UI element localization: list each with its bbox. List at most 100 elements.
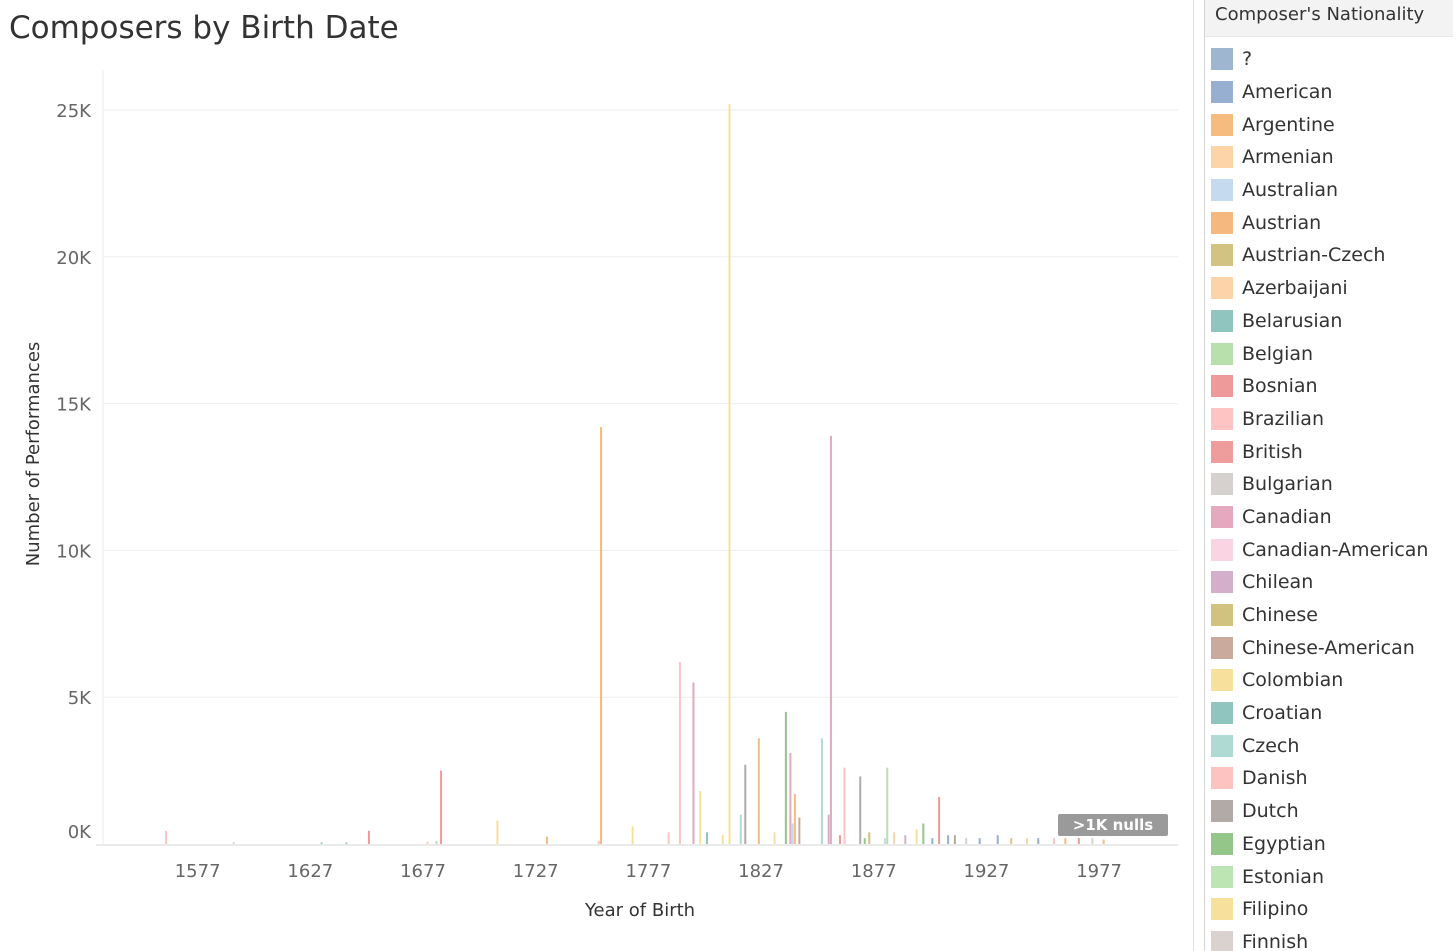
bar[interactable] xyxy=(692,682,695,844)
bar[interactable] xyxy=(773,832,776,844)
bar[interactable] xyxy=(728,104,731,845)
bar[interactable] xyxy=(744,764,747,844)
legend-item[interactable]: Canadian-American xyxy=(1205,533,1453,566)
bar[interactable] xyxy=(739,814,742,844)
bar[interactable] xyxy=(868,832,871,844)
bar[interactable] xyxy=(426,841,429,844)
bar[interactable] xyxy=(793,794,796,844)
legend-label: Danish xyxy=(1242,767,1308,790)
bar[interactable] xyxy=(829,435,832,844)
legend-label: Colombian xyxy=(1242,669,1344,692)
bar[interactable] xyxy=(631,826,634,844)
legend-item[interactable]: Brazilian xyxy=(1205,403,1453,436)
legend-item[interactable]: Estonian xyxy=(1205,860,1453,893)
bar[interactable] xyxy=(1010,838,1013,844)
legend-item[interactable]: Canadian xyxy=(1205,501,1453,534)
bar[interactable] xyxy=(884,838,887,844)
bar[interactable] xyxy=(784,711,787,844)
legend-item[interactable]: Chilean xyxy=(1205,566,1453,599)
bar[interactable] xyxy=(947,835,950,844)
bar[interactable] xyxy=(320,842,323,844)
legend-item[interactable]: British xyxy=(1205,435,1453,468)
bar[interactable] xyxy=(1077,838,1080,844)
x-tick-label: 1977 xyxy=(1076,861,1122,882)
bar[interactable] xyxy=(938,797,941,844)
bar[interactable] xyxy=(978,838,981,844)
bar[interactable] xyxy=(931,838,934,844)
bar[interactable] xyxy=(757,738,760,844)
bar[interactable] xyxy=(791,823,794,844)
legend-item[interactable]: Austrian xyxy=(1205,206,1453,239)
bar[interactable] xyxy=(721,835,724,844)
legend-item[interactable]: Colombian xyxy=(1205,664,1453,697)
bar[interactable] xyxy=(789,752,792,844)
bar[interactable] xyxy=(886,767,889,844)
panel-divider xyxy=(1193,0,1194,951)
legend-item[interactable]: ? xyxy=(1205,43,1453,76)
legend-item[interactable]: Dutch xyxy=(1205,795,1453,828)
legend-item[interactable]: American xyxy=(1205,76,1453,109)
bar[interactable] xyxy=(678,661,681,844)
bar[interactable] xyxy=(367,830,370,844)
legend-item[interactable]: Argentine xyxy=(1205,108,1453,141)
legend-item[interactable]: Austrian-Czech xyxy=(1205,239,1453,272)
bar[interactable] xyxy=(820,738,823,844)
legend-item[interactable]: Croatian xyxy=(1205,697,1453,730)
bar[interactable] xyxy=(1102,839,1105,844)
null-values-badge[interactable]: >1K nulls xyxy=(1058,814,1168,836)
bar[interactable] xyxy=(699,791,702,844)
bar[interactable] xyxy=(597,841,600,844)
bar[interactable] xyxy=(1053,838,1056,844)
legend-item[interactable]: Chinese-American xyxy=(1205,631,1453,664)
bar[interactable] xyxy=(915,829,918,844)
legend-item[interactable]: Czech xyxy=(1205,729,1453,762)
bar[interactable] xyxy=(1091,838,1094,844)
bar[interactable] xyxy=(859,776,862,844)
bar[interactable] xyxy=(232,842,235,844)
legend-item[interactable]: Belgian xyxy=(1205,337,1453,370)
legend-item[interactable]: Belarusian xyxy=(1205,305,1453,338)
bar[interactable] xyxy=(996,835,999,844)
legend-item[interactable]: Australian xyxy=(1205,174,1453,207)
bar[interactable] xyxy=(667,832,670,844)
bar[interactable] xyxy=(600,427,603,844)
legend-label: Australian xyxy=(1242,179,1339,202)
bar[interactable] xyxy=(904,835,907,844)
legend-item[interactable]: Azerbaijani xyxy=(1205,272,1453,305)
legend-label: Austrian xyxy=(1242,211,1322,234)
bar[interactable] xyxy=(893,832,896,844)
y-tick-label: 0K xyxy=(68,822,92,843)
bar-chart: 0K 5K 10K 15K 20K 25K 1577 1627 1677 1727 1777 182… xyxy=(23,70,1178,921)
legend-item[interactable]: Armenian xyxy=(1205,141,1453,174)
bar[interactable] xyxy=(496,820,499,844)
legend-item[interactable]: Bulgarian xyxy=(1205,468,1453,501)
bar[interactable] xyxy=(165,830,168,844)
bar[interactable] xyxy=(1037,838,1040,844)
legend-swatch xyxy=(1211,669,1233,692)
legend-item[interactable]: Danish xyxy=(1205,762,1453,795)
legend-item[interactable]: Chinese xyxy=(1205,599,1453,632)
legend-item[interactable]: Bosnian xyxy=(1205,370,1453,403)
bar[interactable] xyxy=(545,836,548,844)
bar[interactable] xyxy=(440,770,443,844)
bar[interactable] xyxy=(1026,838,1029,844)
legend-item[interactable]: Filipino xyxy=(1205,893,1453,926)
bar[interactable] xyxy=(953,835,956,844)
bar[interactable] xyxy=(435,841,438,844)
bar[interactable] xyxy=(838,835,841,844)
bar[interactable] xyxy=(705,832,708,844)
bar[interactable] xyxy=(827,814,830,844)
legend-swatch xyxy=(1211,571,1233,594)
legend-label: Bulgarian xyxy=(1242,473,1333,496)
legend-label: Armenian xyxy=(1242,146,1334,169)
x-tick-label: 1627 xyxy=(287,861,333,882)
legend-item[interactable]: Egyptian xyxy=(1205,828,1453,861)
bar[interactable] xyxy=(965,838,968,844)
legend-item[interactable]: Finnish xyxy=(1205,926,1453,951)
bar[interactable] xyxy=(798,817,801,844)
bar[interactable] xyxy=(922,823,925,844)
bar[interactable] xyxy=(345,842,348,844)
bar[interactable] xyxy=(1064,838,1067,844)
bar[interactable] xyxy=(843,767,846,844)
bar[interactable] xyxy=(863,838,866,844)
